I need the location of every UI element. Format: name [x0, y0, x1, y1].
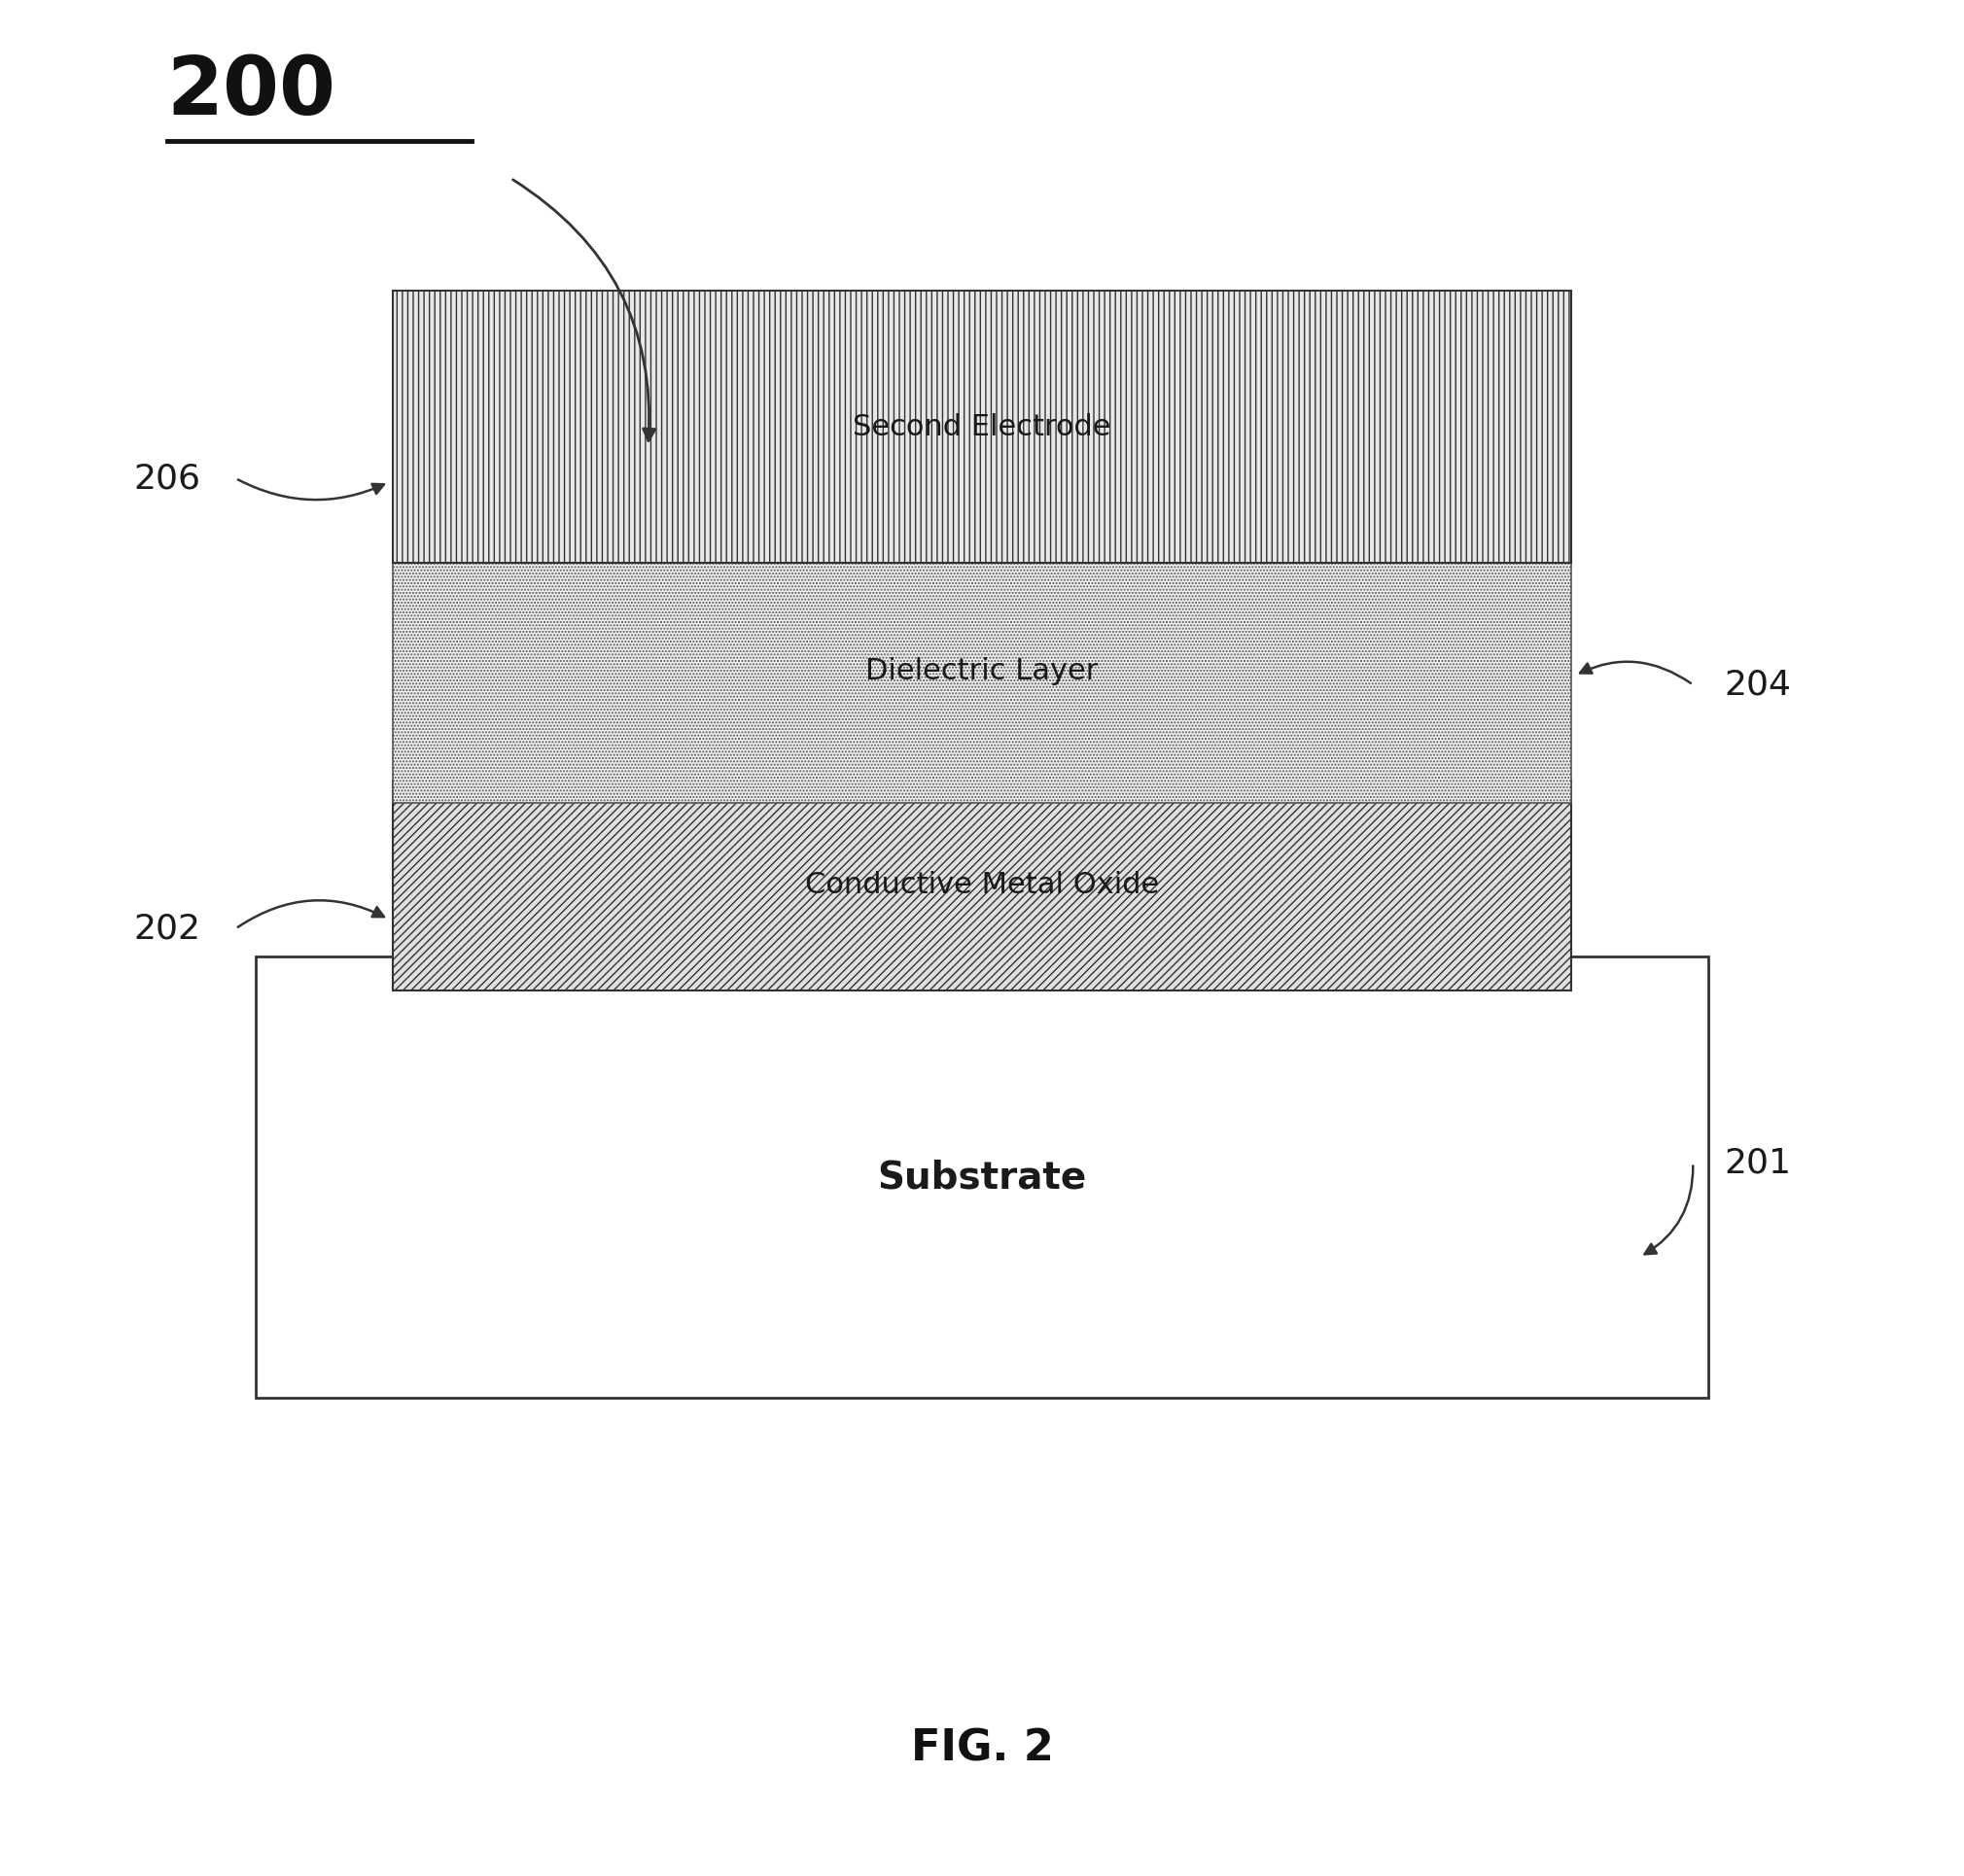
Text: Dielectric Layer: Dielectric Layer: [866, 657, 1098, 687]
Text: 202: 202: [134, 912, 200, 946]
Text: Substrate: Substrate: [878, 1159, 1086, 1195]
Text: 201: 201: [1724, 1146, 1791, 1180]
Bar: [393, 540, 1571, 803]
Text: Second Electrode: Second Electrode: [852, 413, 1112, 441]
Text: FIG. 2: FIG. 2: [911, 1728, 1053, 1769]
Bar: [255, 957, 1709, 1398]
Bar: [393, 291, 1571, 563]
Text: 204: 204: [1724, 668, 1791, 702]
Text: 200: 200: [167, 53, 336, 131]
Text: Conductive Metal Oxide: Conductive Metal Oxide: [805, 870, 1159, 900]
Bar: [393, 780, 1571, 991]
Text: 206: 206: [134, 461, 200, 495]
